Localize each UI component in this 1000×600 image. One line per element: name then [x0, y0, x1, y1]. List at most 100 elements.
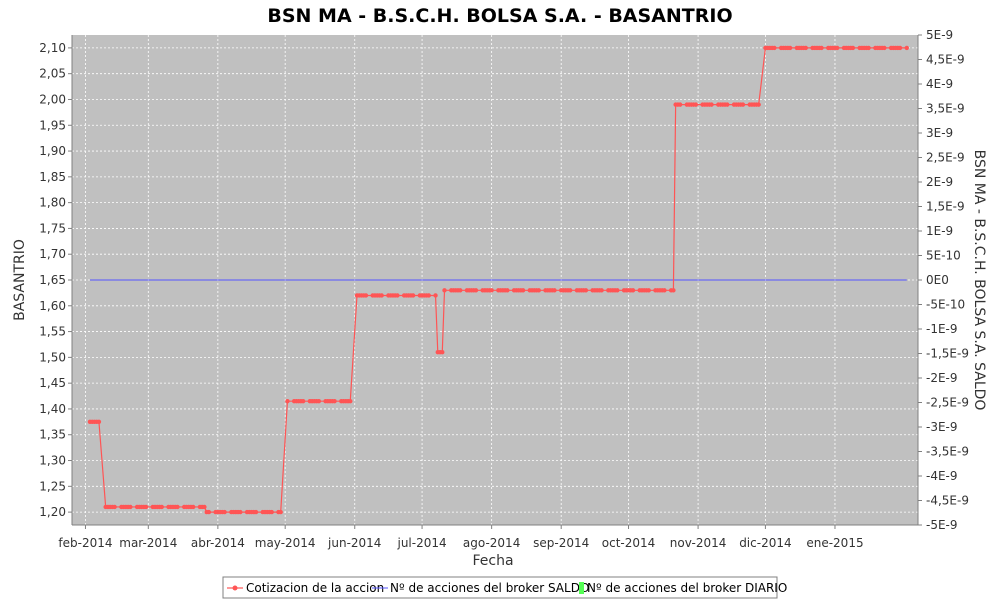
x-tick-label: oct-2014	[602, 536, 656, 550]
y2-tick-label: -1E-9	[926, 322, 958, 336]
y2-tick-label: -2,5E-9	[926, 396, 969, 410]
series-cotizacion-point	[253, 509, 259, 515]
y-tick-label: 1,60	[39, 299, 66, 313]
y-tick-label: 1,70	[39, 247, 66, 261]
series-cotizacion-point	[363, 293, 369, 298]
series-cotizacion-point	[222, 509, 227, 515]
series-cotizacion-point	[662, 288, 667, 293]
series-cotizacion-point	[552, 288, 557, 293]
series-cotizacion-point	[440, 350, 445, 355]
series-cotizacion-point	[442, 288, 447, 293]
x-axis: feb-2014 mar-2014 abr-2014 may-2014 jun-2014…	[58, 525, 864, 550]
series-cotizacion-point	[615, 288, 620, 293]
y-tick-label: 1,85	[39, 170, 66, 184]
legend-box	[222, 576, 778, 599]
series-cotizacion-point	[803, 45, 808, 51]
series-cotizacion-point	[583, 288, 589, 293]
y2-tick-label: -3,5E-9	[926, 445, 969, 459]
y-tick-label: 1,75	[39, 221, 66, 235]
series-cotizacion-point	[740, 102, 746, 107]
x-tick-label: may-2014	[255, 536, 316, 550]
series-cotizacion-point	[379, 293, 384, 298]
series-cotizacion-point	[630, 288, 636, 293]
y-tick-label: 1,40	[39, 402, 66, 416]
series-cotizacion-point	[725, 102, 730, 107]
y2-tick-label: 2,5E-9	[926, 151, 965, 165]
series-cotizacion-point	[489, 288, 494, 293]
series-cotizacion-point	[787, 45, 793, 51]
series-cotizacion-point	[395, 293, 400, 298]
series-cotizacion-point	[904, 45, 909, 51]
y2-tick-label: -4,5E-9	[926, 494, 969, 508]
series-cotizacion-point	[882, 45, 887, 51]
series-cotizacion-point	[159, 504, 164, 510]
y2-tick-label: 5E-9	[926, 28, 953, 42]
y-tick-label: 1,25	[39, 479, 66, 493]
y2-tick-label: 1E-9	[926, 224, 953, 238]
series-cotizacion-point	[348, 399, 353, 404]
series-cotizacion-point	[693, 102, 699, 107]
x-tick-label: sep-2014	[533, 536, 589, 550]
legend-label-diario: Nº de acciones del broker DIARIO	[587, 581, 787, 595]
left-axis: 1,20 1,25 1,30 1,35 1,40 1,45 1,50 1,55 1,60 1,65…	[39, 41, 72, 519]
series-cotizacion-point	[300, 399, 306, 404]
series-cotizacion-point	[202, 504, 207, 510]
y2-axis-label: BSN MA - B.S.C.H. BOLSA S.A. SALDO	[971, 150, 987, 411]
series-cotizacion-point	[426, 293, 431, 298]
series-cotizacion-point	[677, 102, 683, 107]
legend-marker-cotizacion	[232, 585, 238, 591]
y2-tick-label: 3E-9	[926, 126, 953, 140]
x-axis-label: Fecha	[472, 553, 513, 569]
series-cotizacion-point	[599, 288, 604, 293]
series-cotizacion-point	[536, 288, 541, 293]
series-cotizacion-point	[190, 504, 196, 510]
legend-swatch-diario	[579, 582, 584, 594]
x-tick-label: feb-2014	[58, 536, 112, 550]
series-layer	[87, 45, 909, 515]
series-cotizacion-point	[473, 288, 479, 293]
grid	[72, 35, 918, 525]
y-tick-label: 1,80	[39, 196, 66, 210]
y2-tick-label: -5E-9	[926, 518, 958, 532]
x-tick-label: jun-2014	[327, 536, 381, 550]
chart-title: BSN MA - B.S.C.H. BOLSA S.A. - BASANTRIO	[267, 5, 732, 27]
y-tick-label: 1,65	[39, 273, 66, 287]
y2-tick-label: -4E-9	[926, 469, 958, 483]
series-cotizacion-point	[278, 509, 283, 515]
y-tick-label: 1,30	[39, 454, 66, 468]
y-tick-label: 1,95	[39, 118, 66, 132]
series-cotizacion-point	[332, 399, 337, 404]
x-tick-label: mar-2014	[119, 536, 177, 550]
y-tick-label: 1,35	[39, 428, 66, 442]
series-cotizacion-point	[835, 45, 840, 51]
y-axis-label: BASANTRIO	[12, 239, 28, 321]
x-tick-label: jul-2014	[396, 536, 446, 550]
series-cotizacion-point	[646, 288, 651, 293]
y2-tick-label: 0E0	[926, 273, 949, 287]
x-tick-label: ago-2014	[463, 536, 520, 550]
series-cotizacion-point	[458, 288, 463, 293]
y-tick-label: 1,90	[39, 144, 66, 158]
series-cotizacion-point	[128, 504, 133, 510]
y-tick-label: 1,55	[39, 325, 66, 339]
x-tick-label: abr-2014	[191, 536, 245, 550]
series-cotizacion-point	[410, 293, 416, 298]
series-cotizacion-point	[772, 45, 777, 51]
series-cotizacion-point	[143, 504, 149, 510]
legend: Cotizacion de la accion Nº de acciones d…	[222, 576, 787, 599]
y-tick-label: 1,45	[39, 376, 66, 390]
series-cotizacion-point	[433, 293, 438, 298]
y2-tick-label: -1,5E-9	[926, 347, 969, 361]
y2-tick-label: 5E-10	[926, 249, 961, 263]
y-tick-label: 2,10	[39, 41, 66, 55]
y2-tick-label: 4,5E-9	[926, 53, 965, 67]
series-cotizacion-point	[206, 509, 212, 515]
series-cotizacion-point	[850, 45, 856, 51]
x-tick-label: dic-2014	[739, 536, 791, 550]
series-cotizacion-point	[96, 419, 102, 425]
y2-tick-label: -2E-9	[926, 371, 958, 385]
y2-tick-label: 2E-9	[926, 175, 953, 189]
y2-tick-label: 1,5E-9	[926, 200, 965, 214]
series-cotizacion-point	[112, 504, 117, 510]
series-cotizacion-point	[866, 45, 871, 51]
